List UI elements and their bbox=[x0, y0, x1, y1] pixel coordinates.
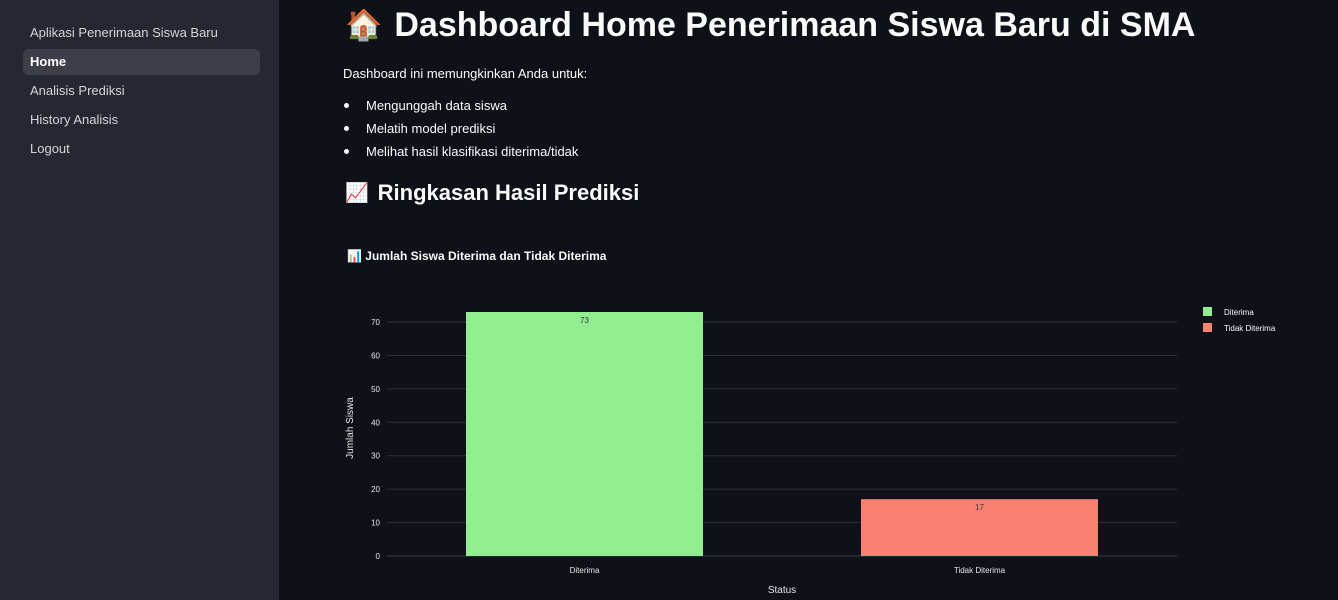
bar-chart[interactable]: 📊 Jumlah Siswa Diterima dan Tidak Diteri… bbox=[279, 0, 1338, 600]
page-title-text: Dashboard Home Penerimaan Siswa Baru di … bbox=[394, 6, 1196, 44]
feature-list: Mengunggah data siswa Melatih model pred… bbox=[343, 96, 578, 165]
main-content: 🏠 Dashboard Home Penerimaan Siswa Baru d… bbox=[279, 0, 1338, 600]
page-title: 🏠 Dashboard Home Penerimaan Siswa Baru d… bbox=[345, 6, 1195, 45]
chart-title: 📊 Jumlah Siswa Diterima dan Tidak Diteri… bbox=[347, 249, 607, 263]
y-tick-label: 40 bbox=[371, 418, 380, 427]
section-title: 📈 Ringkasan Hasil Prediksi bbox=[345, 180, 639, 206]
y-tick-label: 10 bbox=[371, 519, 380, 528]
sidebar-item-history-analisis[interactable]: History Analisis bbox=[30, 112, 119, 127]
section-title-text: Ringkasan Hasil Prediksi bbox=[377, 180, 640, 205]
sidebar: Aplikasi Penerimaan Siswa Baru Home Anal… bbox=[0, 0, 279, 600]
y-tick-label: 0 bbox=[376, 552, 381, 561]
chart-up-icon: 📈 bbox=[345, 183, 369, 204]
y-axis-label: Jumlah Siswa bbox=[345, 397, 356, 459]
bar-diterima bbox=[466, 312, 703, 556]
list-item: Melihat hasil klasifikasi diterima/tidak bbox=[343, 142, 578, 165]
chart-svg: 📊 Jumlah Siswa Diterima dan Tidak Diteri… bbox=[345, 249, 1276, 596]
y-tick-label: 60 bbox=[371, 351, 380, 360]
x-axis-label: Status bbox=[768, 585, 796, 596]
legend-swatch bbox=[1203, 307, 1212, 316]
sidebar-item-home[interactable]: Home bbox=[23, 49, 260, 75]
sidebar-item-logout[interactable]: Logout bbox=[30, 141, 70, 156]
data-label: 73 bbox=[580, 316, 589, 325]
list-item: Melatih model prediksi bbox=[343, 119, 578, 142]
sidebar-nav: Aplikasi Penerimaan Siswa Baru Home Anal… bbox=[23, 20, 260, 165]
legend-swatch bbox=[1203, 323, 1212, 332]
legend-label: Diterima bbox=[1224, 308, 1254, 317]
data-label: 17 bbox=[975, 503, 984, 512]
intro-text: Dashboard ini memungkinkan Anda untuk: bbox=[343, 66, 588, 81]
x-tick-label: Diterima bbox=[570, 566, 600, 575]
x-tick-label: Tidak Diterima bbox=[954, 566, 1006, 575]
y-tick-label: 50 bbox=[371, 385, 380, 394]
house-icon: 🏠 bbox=[345, 9, 383, 42]
list-item: Mengunggah data siswa bbox=[343, 96, 578, 119]
sidebar-item-analisis-prediksi[interactable]: Analisis Prediksi bbox=[30, 83, 125, 98]
y-tick-label: 30 bbox=[371, 452, 380, 461]
bar-tidak-diterima bbox=[861, 499, 1098, 556]
legend-label: Tidak Diterima bbox=[1224, 324, 1276, 333]
sidebar-item-aplikasi[interactable]: Aplikasi Penerimaan Siswa Baru bbox=[30, 25, 218, 40]
y-tick-label: 20 bbox=[371, 485, 380, 494]
y-tick-label: 70 bbox=[371, 318, 380, 327]
